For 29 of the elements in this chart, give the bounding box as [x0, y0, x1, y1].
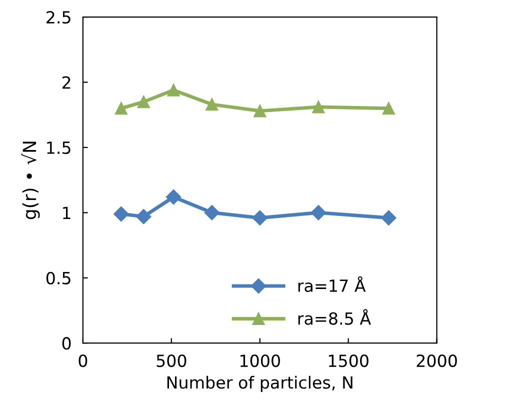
- point: [167, 84, 180, 96]
- x-tick-label: 1500: [328, 354, 368, 368]
- y-tick-label: 1: [63, 206, 70, 219]
- point: [312, 100, 325, 114]
- y-axis-title: g(r) • √N: [21, 142, 40, 220]
- point: [382, 102, 395, 115]
- y-tick-label: 0.5: [46, 272, 70, 284]
- y-tick-label: 2.5: [46, 11, 70, 24]
- y-tick-label: 0: [62, 337, 71, 350]
- point: [204, 205, 220, 220]
- x-tick-label: 0: [78, 354, 88, 368]
- y-tick-label: 1.5: [47, 142, 70, 154]
- point: [114, 206, 129, 222]
- x-tick-label: 2000: [416, 354, 457, 368]
- point: [254, 104, 266, 118]
- point: [114, 102, 128, 115]
- x-axis-title: Number of particles, N: [167, 376, 352, 392]
- y-tick-label: 2: [62, 76, 70, 89]
- x-tick-label: 1000: [240, 354, 280, 368]
- point: [381, 210, 396, 226]
- point: [166, 189, 182, 205]
- point: [137, 96, 150, 108]
- legend-label: ra=8.5 Å: [298, 309, 371, 325]
- point: [252, 210, 268, 226]
- point: [206, 98, 218, 111]
- point: [136, 209, 152, 224]
- x-tick-label: 500: [156, 354, 186, 368]
- legend-label: ra=17 Å: [298, 276, 366, 292]
- point: [310, 205, 326, 220]
